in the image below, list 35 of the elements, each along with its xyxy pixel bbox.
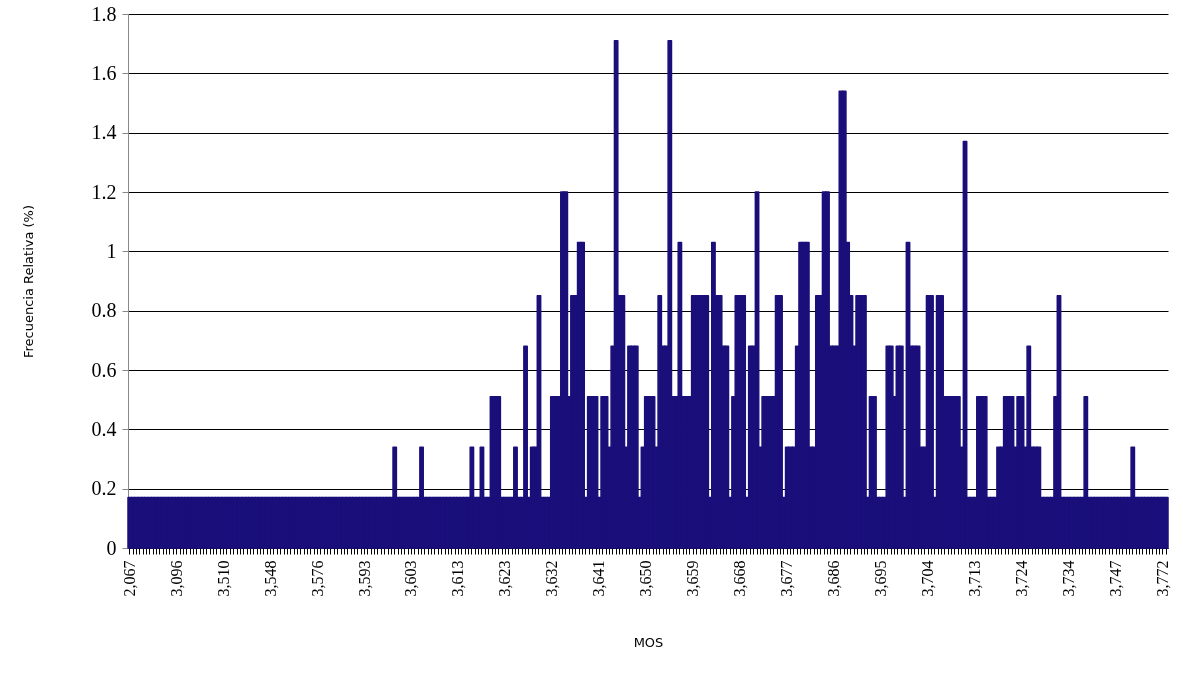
y-tick-label: 1.2: [91, 180, 117, 203]
y-tick-label: 1.6: [91, 61, 117, 84]
x-tick-label: 3,772: [1153, 560, 1171, 597]
x-tick-label: 3,641: [590, 560, 608, 597]
x-tick-label: 3,613: [449, 560, 467, 597]
x-tick-label: 3,686: [825, 560, 843, 597]
x-tick-label: 3,747: [1107, 560, 1124, 597]
y-axis-title: Frecuencia Relativa (%): [20, 204, 36, 359]
x-tick-label: 3,576: [308, 560, 326, 597]
x-tick-label: 3,704: [919, 560, 937, 597]
x-tick-label: 3,096: [167, 560, 185, 597]
x-tick-label: 3,734: [1060, 560, 1078, 597]
y-tick-label: 1: [106, 239, 117, 262]
x-tick-label: 3,593: [355, 560, 373, 597]
x-axis-title: MOS: [633, 634, 664, 650]
x-tick-label: 3,724: [1013, 560, 1031, 597]
x-tick-label: 3,695: [872, 560, 890, 597]
x-tick-label: 3,713: [966, 560, 984, 597]
x-tick-label: 2,067: [120, 560, 138, 597]
x-tick-label: 3,548: [261, 560, 279, 597]
x-tick-label: 3,603: [402, 560, 420, 597]
y-tick-label: 0.6: [91, 358, 117, 381]
y-tick-label: 0.8: [91, 299, 117, 322]
x-tick-label: 3,632: [543, 560, 561, 597]
x-tick-label: 3,659: [684, 560, 702, 597]
y-tick-label: 1.8: [91, 2, 117, 25]
x-tick-label: 3,650: [637, 560, 655, 597]
x-tick-label: 3,623: [496, 560, 514, 597]
y-tick-label: 0: [106, 536, 117, 559]
y-tick-label: 0.2: [91, 477, 117, 500]
y-tick-label: 1.4: [91, 121, 117, 144]
y-tick-label: 0.4: [91, 417, 117, 440]
x-tick-label: 3,510: [214, 560, 232, 597]
x-tick-label: 3,668: [731, 560, 749, 597]
x-tick-label: 3,677: [778, 560, 796, 597]
